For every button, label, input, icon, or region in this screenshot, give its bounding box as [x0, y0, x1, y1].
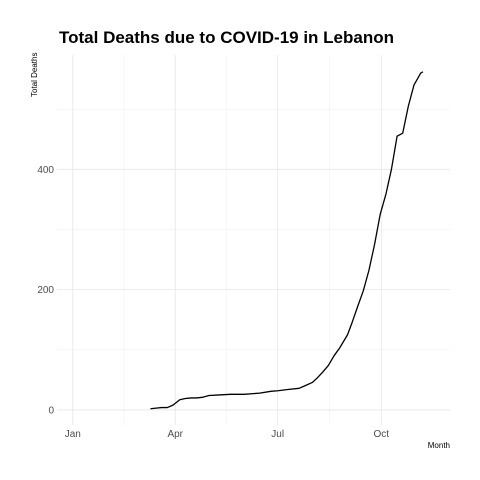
x-axis-label: Month [428, 441, 450, 450]
y-tick-label: 400 [37, 165, 54, 176]
x-tick-label: Apr [167, 429, 183, 440]
x-tick-label: Jan [65, 429, 81, 440]
series-group [150, 71, 424, 410]
x-tick-label: Jul [271, 429, 284, 440]
y-axis-label: Total Deaths [30, 53, 39, 97]
y-tick-labels: 0 200 400 [37, 165, 54, 417]
y-tick-label: 0 [48, 405, 54, 416]
series-line-total-deaths [150, 71, 424, 410]
x-tick-label: Oct [374, 429, 390, 440]
x-tick-labels: Jan Apr Jul Oct [65, 429, 390, 440]
chart-title: Total Deaths due to COVID-19 in Lebanon [59, 28, 394, 47]
grid [57, 55, 450, 425]
y-tick-label: 200 [37, 285, 54, 296]
